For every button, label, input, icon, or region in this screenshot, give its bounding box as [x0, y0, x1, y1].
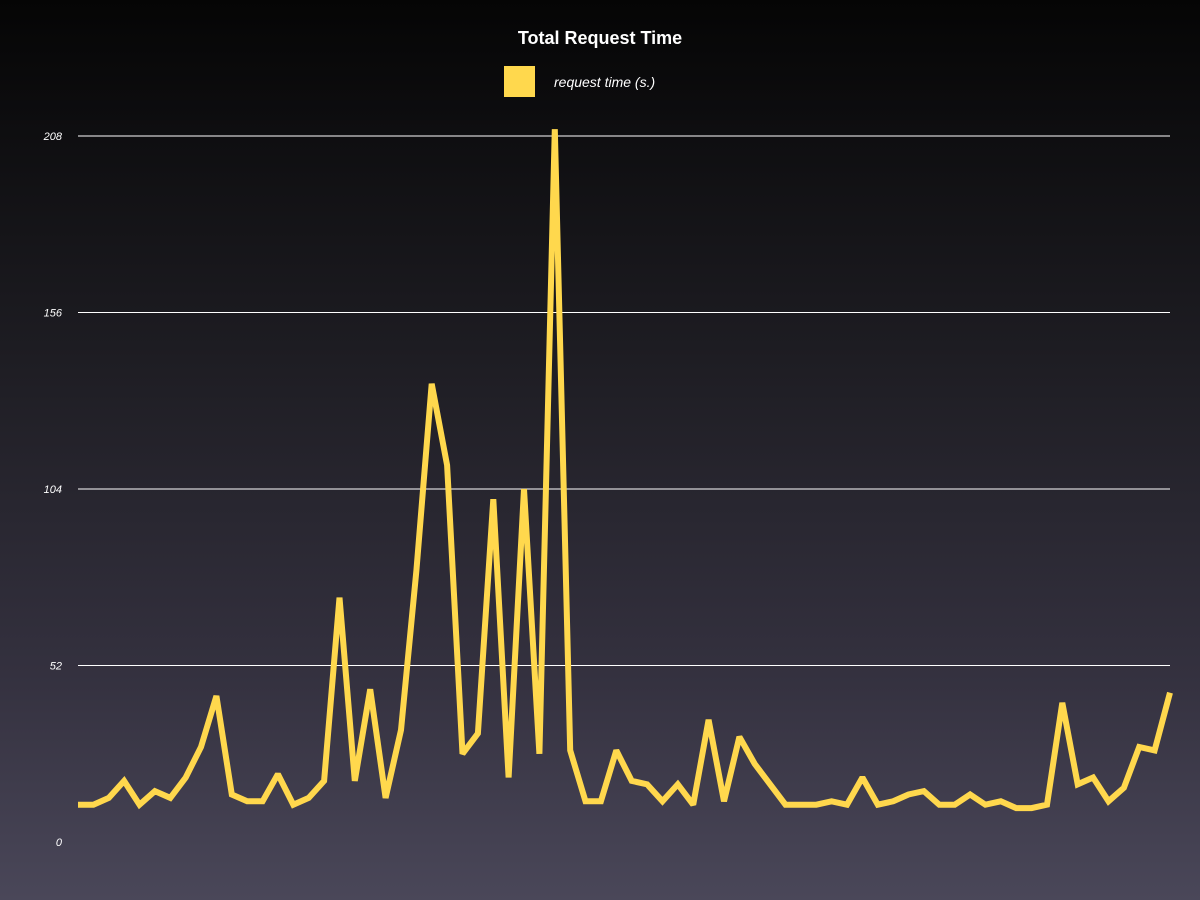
y-tick-label: 104: [44, 484, 62, 496]
y-tick-label: 52: [50, 661, 62, 673]
y-tick-label: 208: [43, 131, 63, 143]
legend-swatch: [504, 66, 535, 97]
y-tick-label: 156: [44, 308, 63, 320]
y-tick-label: 0: [56, 837, 63, 849]
chart-title: Total Request Time: [517, 28, 683, 48]
legend-label: request time (s.): [554, 73, 656, 90]
series-line-0: [78, 129, 1173, 812]
legend: request time (s.): [504, 66, 655, 97]
